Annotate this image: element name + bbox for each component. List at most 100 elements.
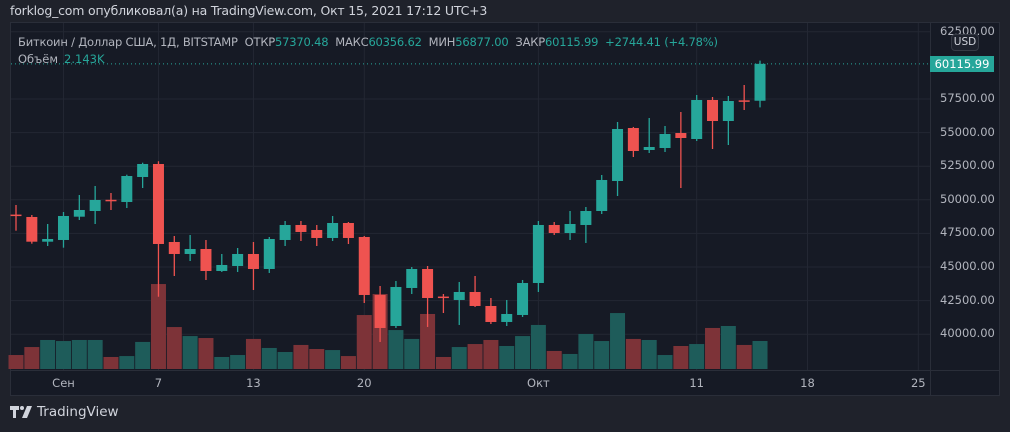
candle-body xyxy=(596,179,608,211)
time-axis-label: 7 xyxy=(154,376,163,390)
candle-body xyxy=(311,229,323,238)
volume-bar xyxy=(610,313,626,369)
candle-body xyxy=(42,238,54,242)
currency-button[interactable]: USD xyxy=(951,34,979,51)
low-label: МИН xyxy=(428,35,456,49)
candle-body xyxy=(469,291,481,306)
volume-bar xyxy=(499,345,515,369)
price-axis-label: 52500.00 xyxy=(940,158,995,173)
volume-bar xyxy=(689,344,705,369)
candle-body xyxy=(627,128,639,151)
volume-bar xyxy=(467,344,483,369)
close-value: 60115.99 xyxy=(544,35,599,49)
candle-body xyxy=(57,215,69,240)
volume-bar xyxy=(214,356,230,369)
candle-body xyxy=(105,199,117,202)
candle-body xyxy=(342,222,354,238)
volume-bar xyxy=(71,339,87,369)
volume-bar xyxy=(752,340,768,369)
candle-body xyxy=(643,146,655,150)
volume-label[interactable]: Объём xyxy=(18,52,59,66)
candle-body xyxy=(612,128,624,181)
high-value: 60356.62 xyxy=(368,35,422,49)
candle-body xyxy=(279,224,291,240)
candle-body xyxy=(738,100,750,102)
price-axis-label: 40000.00 xyxy=(940,326,995,341)
candle-body xyxy=(10,214,22,217)
volume-bar xyxy=(451,347,467,369)
candle-body xyxy=(137,163,149,177)
high-label: МАКС xyxy=(335,35,369,49)
time-axis-label: 11 xyxy=(689,376,705,390)
time-axis-label: Окт xyxy=(527,376,550,390)
volume-legend: Объём 2.143K xyxy=(18,52,105,66)
volume-bar xyxy=(261,347,277,369)
open-label: ОТКР xyxy=(244,35,276,49)
candle-body xyxy=(327,222,339,238)
candle-body xyxy=(722,101,734,122)
time-axis-label: 13 xyxy=(246,376,261,390)
candle-body xyxy=(374,294,386,328)
candle-body xyxy=(295,224,307,232)
volume-bar xyxy=(562,353,578,369)
volume-bar xyxy=(736,344,752,369)
candle-body xyxy=(580,210,592,225)
volume-bar xyxy=(673,345,689,369)
candle-body xyxy=(517,282,529,315)
candle-body xyxy=(121,175,133,202)
volume-bar xyxy=(657,355,673,369)
candle-body xyxy=(501,313,513,322)
price-axis-label: 57500.00 xyxy=(940,91,995,105)
candle-body xyxy=(232,253,244,266)
time-axis-label: Сен xyxy=(52,376,75,390)
volume-bar xyxy=(230,355,246,369)
candle-body xyxy=(263,238,275,269)
time-axis-label: 25 xyxy=(910,376,926,390)
candle-body xyxy=(152,163,164,244)
candle-body xyxy=(390,286,402,326)
volume-bar xyxy=(8,355,24,369)
candle-body xyxy=(247,253,259,269)
volume-bar xyxy=(119,356,135,369)
volume-bar xyxy=(356,315,372,369)
candle-body xyxy=(437,296,449,299)
ohlc-legend: Биткоин / Доллар США, 1Д, BITSTAMP ОТКР5… xyxy=(18,35,718,49)
volume-bar xyxy=(546,350,562,369)
candle-body xyxy=(216,264,228,271)
open-value: 57370.48 xyxy=(275,35,329,49)
volume-bar xyxy=(705,327,721,369)
low-value: 56877.00 xyxy=(455,35,509,49)
volume-bar xyxy=(404,338,420,369)
candle-body xyxy=(26,216,38,242)
volume-bar xyxy=(720,325,736,369)
volume-bar xyxy=(530,324,546,369)
last-price-label: 60115.99 xyxy=(930,56,994,72)
candle-body xyxy=(532,224,544,283)
candle-body xyxy=(89,199,101,211)
tradingview-logo[interactable]: TradingView xyxy=(10,404,119,420)
symbol-name[interactable]: Биткоин / Доллар США, 1Д, BITSTAMP xyxy=(18,35,238,49)
volume-bar xyxy=(182,336,198,369)
candle-body xyxy=(358,236,370,295)
candle-body xyxy=(184,248,196,254)
volume-bar xyxy=(150,284,166,369)
volume-bar xyxy=(87,339,103,369)
candle-body xyxy=(485,305,497,322)
volume-bar xyxy=(483,339,499,369)
volume-bar xyxy=(103,356,119,369)
volume-bar xyxy=(55,341,71,369)
candle-body xyxy=(422,268,434,298)
candle-body xyxy=(675,133,687,139)
volume-bar xyxy=(594,341,610,369)
volume-bar xyxy=(420,313,436,369)
candle-body xyxy=(406,268,418,288)
publication-title: forklog_com опубликовал(а) на TradingVie… xyxy=(10,3,488,18)
price-axis-label: 42500.00 xyxy=(940,292,995,307)
volume-bar xyxy=(625,338,641,369)
candle-body xyxy=(453,291,465,300)
price-axis-label: 55000.00 xyxy=(940,124,995,139)
volume-bar xyxy=(309,349,325,369)
volume-bar xyxy=(166,327,182,369)
volume-bar xyxy=(325,350,341,369)
